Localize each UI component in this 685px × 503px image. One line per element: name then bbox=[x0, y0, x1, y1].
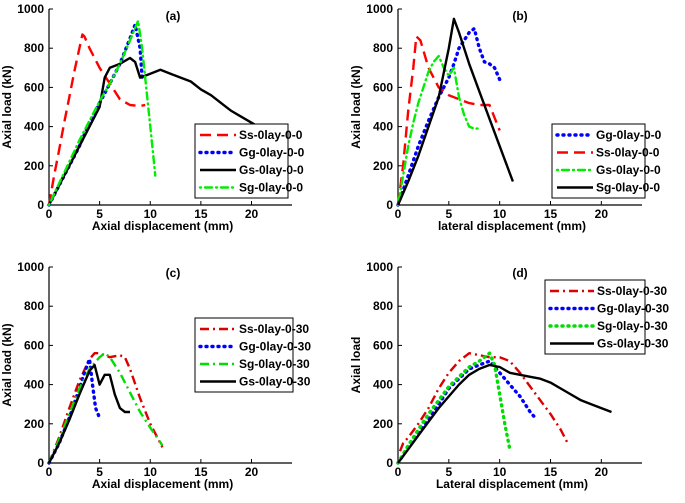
x-tick-label: 15 bbox=[544, 465, 558, 479]
legend-label: Gs-0lay-0-30 bbox=[239, 375, 311, 389]
y-tick-label: 600 bbox=[24, 80, 44, 94]
x-tick-label: 20 bbox=[595, 465, 609, 479]
series-line-3 bbox=[397, 363, 612, 464]
legend-label: Gs-0lay-0-0 bbox=[239, 163, 304, 177]
legend-label: Sg-0lay-0-0 bbox=[239, 181, 303, 195]
x-tick-label: 10 bbox=[144, 465, 158, 479]
y-tick-label: 0 bbox=[386, 198, 393, 212]
legend-box bbox=[544, 279, 646, 355]
series-line-0 bbox=[396, 26, 502, 207]
y-tick-label: 600 bbox=[24, 338, 44, 352]
legend-box bbox=[551, 123, 646, 199]
legend-label: Gs-0lay-0-0 bbox=[596, 163, 661, 177]
y-tick-label: 200 bbox=[373, 417, 393, 431]
y-tick-label: 200 bbox=[24, 159, 44, 173]
legend-label: Sg-0lay-0-0 bbox=[596, 181, 660, 195]
series-line-3 bbox=[396, 17, 515, 206]
y-tick-label: 1000 bbox=[17, 2, 44, 16]
chart-panel-0: 0 200 400 600 800 1000 0 5 10 15 20 Axial displacem… bbox=[0, 2, 305, 233]
y-tick-label: 400 bbox=[373, 120, 393, 134]
legend-label: Ss-0lay-0-30 bbox=[239, 322, 309, 336]
x-axis-label: Axial displacement (mm) bbox=[92, 219, 233, 233]
series-line-0 bbox=[398, 352, 569, 452]
legend-label: Sg-0lay-0-30 bbox=[597, 319, 668, 333]
x-tick-label: 10 bbox=[493, 207, 507, 221]
legend-box bbox=[194, 317, 294, 393]
y-axis-label: Axial load (kN) bbox=[0, 323, 14, 406]
y-tick-label: 800 bbox=[24, 299, 44, 313]
x-tick-label: 20 bbox=[595, 207, 609, 221]
legend-label: Gs-0lay-0-30 bbox=[597, 337, 669, 351]
series-line-3 bbox=[47, 19, 157, 207]
y-tick-label: 0 bbox=[37, 198, 44, 212]
y-tick-label: 400 bbox=[373, 378, 393, 392]
y-tick-label: 800 bbox=[24, 41, 44, 55]
y-tick-label: 800 bbox=[373, 299, 393, 313]
x-tick-label: 15 bbox=[194, 465, 208, 479]
series-line-0 bbox=[47, 352, 164, 464]
y-tick-label: 1000 bbox=[366, 260, 393, 274]
series-line-2 bbox=[396, 54, 481, 207]
series-line-2 bbox=[396, 351, 512, 465]
x-tick-label: 5 bbox=[96, 207, 103, 221]
series-line-0 bbox=[47, 33, 146, 206]
y-tick-label: 1000 bbox=[17, 260, 44, 274]
y-tick-label: 200 bbox=[24, 417, 44, 431]
x-tick-label: 20 bbox=[245, 465, 259, 479]
x-tick-label: 0 bbox=[46, 207, 53, 221]
x-axis-label: lateral displacement (mm) bbox=[438, 219, 586, 233]
x-tick-label: 0 bbox=[46, 465, 53, 479]
x-tick-label: 20 bbox=[245, 207, 259, 221]
y-tick-label: 400 bbox=[24, 120, 44, 134]
legend-box bbox=[194, 123, 289, 199]
panel-label: (b) bbox=[512, 9, 527, 23]
legend-label: Sg-0lay-0-30 bbox=[239, 357, 310, 371]
series-line-3 bbox=[47, 363, 130, 464]
chart-panel-1: 0 200 400 600 800 1000 0 5 10 15 20 lateral displac… bbox=[349, 2, 662, 233]
y-axis-label: Axial load (kN) bbox=[0, 65, 14, 148]
y-tick-label: 0 bbox=[37, 456, 44, 470]
x-tick-label: 15 bbox=[194, 207, 208, 221]
y-tick-label: 0 bbox=[386, 456, 393, 470]
y-tick-label: 200 bbox=[373, 159, 393, 173]
legend-label: Ss-0lay-0-0 bbox=[239, 128, 303, 142]
x-axis-label: Axial displacement (mm) bbox=[92, 477, 233, 491]
series-line-2 bbox=[47, 352, 164, 464]
panel-label: (c) bbox=[166, 266, 181, 280]
legend-label: Gg-0lay-0-0 bbox=[239, 146, 305, 160]
legend-label: Gg-0lay-0-0 bbox=[596, 128, 662, 142]
legend-label: Ss-0lay-0-0 bbox=[596, 146, 660, 160]
y-tick-label: 600 bbox=[373, 80, 393, 94]
x-tick-label: 5 bbox=[96, 465, 103, 479]
y-tick-label: 400 bbox=[24, 378, 44, 392]
x-tick-label: 5 bbox=[445, 465, 452, 479]
x-tick-label: 10 bbox=[144, 207, 158, 221]
series-line-1 bbox=[396, 35, 501, 206]
x-axis-label: Lateral displacement (mm) bbox=[436, 477, 588, 491]
legend-label: Gg-0lay-0-30 bbox=[597, 302, 669, 316]
y-tick-label: 1000 bbox=[366, 2, 393, 16]
x-tick-label: 10 bbox=[493, 465, 507, 479]
y-axis-label: Axial load bbox=[349, 337, 363, 394]
y-axis-label: Axial load (kN) bbox=[349, 65, 363, 148]
x-tick-label: 0 bbox=[395, 207, 402, 221]
panel-label: (d) bbox=[512, 266, 527, 280]
y-tick-label: 600 bbox=[373, 338, 393, 352]
legend-label: Gg-0lay-0-30 bbox=[239, 340, 311, 354]
y-tick-label: 800 bbox=[373, 41, 393, 55]
x-tick-label: 15 bbox=[544, 207, 558, 221]
legend-label: Ss-0lay-0-30 bbox=[597, 284, 667, 298]
x-tick-label: 5 bbox=[445, 207, 452, 221]
x-tick-label: 0 bbox=[395, 465, 402, 479]
chart-panel-3: 0 200 400 600 800 1000 0 5 10 15 20 Lateral displac… bbox=[349, 260, 669, 491]
chart-panel-2: 0 200 400 600 800 1000 0 5 10 15 20 Axial displacem… bbox=[0, 260, 311, 491]
panel-label: (a) bbox=[166, 9, 181, 23]
